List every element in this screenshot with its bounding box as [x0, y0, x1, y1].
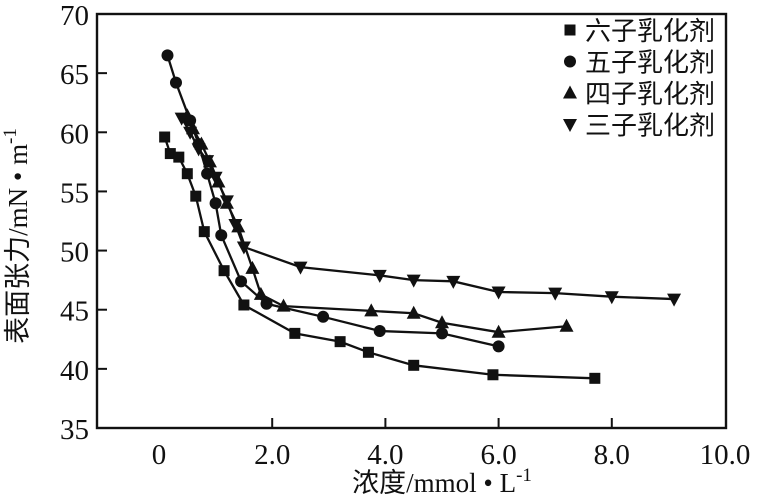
x-tick-label: 2.0	[254, 439, 290, 471]
legend-item: 四子乳化剂	[563, 80, 715, 109]
plot-border	[95, 12, 728, 430]
legend-item: 三子乳化剂	[563, 112, 715, 141]
x-axis-label: 浓度/mmol • L-1	[352, 465, 532, 498]
data-point-triangle-down	[667, 293, 682, 307]
x-tick-label: 8.0	[594, 439, 630, 471]
y-tick-label: 60	[60, 118, 89, 150]
data-point-square	[164, 148, 176, 160]
data-point-circle	[317, 310, 330, 323]
data-point-square	[362, 346, 374, 358]
data-point-square	[589, 372, 601, 384]
x-tick-label: 4.0	[367, 439, 403, 471]
data-point-triangle-up	[559, 318, 574, 332]
legend-label: 六子乳化剂	[585, 17, 715, 46]
data-point-circle	[373, 325, 386, 338]
data-point-triangle-down	[406, 274, 421, 288]
x-tick-label: 10.0	[700, 439, 751, 471]
data-point-triangle-up	[245, 260, 260, 274]
data-point-triangle-up	[253, 286, 268, 300]
data-point-triangle-down	[446, 275, 461, 289]
series-circle	[161, 49, 505, 353]
data-point-square	[408, 359, 420, 371]
data-point-triangle-down	[200, 155, 215, 169]
y-tick-label: 55	[60, 177, 89, 209]
legend-item: 六子乳化剂	[564, 17, 715, 46]
data-point-triangle-up	[435, 315, 449, 329]
y-tick-label: 70	[60, 0, 89, 32]
data-point-triangle-down	[604, 291, 619, 305]
data-point-circle	[169, 76, 182, 89]
y-tick-label: 45	[60, 296, 89, 328]
plot-frame: 0 2.0 4.0 6.0 8.0 10.0 35 40 45 50 55 60 65 70	[60, 0, 750, 471]
data-point-triangle-down	[183, 126, 198, 140]
data-point-square	[181, 168, 193, 180]
data-point-triangle-up	[406, 305, 421, 319]
data-point-triangle-down	[236, 241, 251, 255]
data-point-triangle-down	[293, 261, 308, 275]
legend-marker-triangle-up	[563, 85, 577, 99]
data-point-square	[334, 336, 346, 348]
data-point-circle	[215, 229, 228, 242]
data-point-square	[198, 226, 210, 238]
data-point-triangle-down	[372, 269, 387, 283]
x-tick-label: 6.0	[480, 439, 516, 471]
data-point-circle	[260, 297, 273, 310]
data-point-circle	[235, 275, 248, 288]
data-point-triangle-down	[174, 112, 189, 126]
legend-marker-triangle-down	[563, 119, 577, 132]
data-point-triangle-up	[364, 303, 379, 317]
data-point-triangle-down	[548, 287, 563, 301]
y-tick-label: 40	[60, 355, 89, 387]
data-point-triangle-up	[491, 324, 506, 338]
y-axis-label: 表面张力/mN • m-1	[0, 128, 33, 344]
x-tick-label: 0	[152, 439, 167, 471]
series-triangle-down	[174, 112, 682, 307]
data-point-circle	[492, 340, 505, 353]
data-point-square	[289, 327, 301, 339]
legend-label: 三子乳化剂	[585, 112, 715, 141]
series-line	[163, 136, 595, 380]
data-point-square	[238, 299, 250, 311]
data-point-circle	[161, 49, 174, 62]
data-point-square	[190, 190, 202, 202]
legend-marker-square	[564, 24, 576, 36]
legend-label: 五子乳化剂	[585, 49, 715, 78]
data-point-triangle-down	[208, 171, 223, 185]
data-point-circle	[436, 327, 448, 340]
data-point-triangle-down	[491, 286, 506, 300]
data-point-square	[218, 265, 230, 277]
data-point-circle	[209, 197, 222, 210]
data-point-triangle-down	[219, 195, 234, 209]
data-point-circle	[201, 167, 214, 180]
data-point-triangle-down	[228, 219, 243, 233]
legend-item: 五子乳化剂	[564, 49, 715, 78]
data-point-square	[487, 369, 499, 381]
y-tick-label: 35	[60, 414, 89, 446]
series-line	[180, 117, 675, 301]
y-tick-label: 50	[60, 237, 89, 269]
data-point-triangle-up	[276, 298, 291, 312]
data-series-layer	[159, 49, 682, 384]
legend-label: 四子乳化剂	[585, 80, 715, 109]
data-point-triangle-down	[191, 143, 206, 157]
data-point-square	[173, 151, 185, 163]
series-square	[159, 131, 601, 384]
legend-marker-circle	[564, 55, 576, 68]
data-point-square	[159, 131, 171, 143]
y-tick-label: 65	[60, 59, 89, 91]
